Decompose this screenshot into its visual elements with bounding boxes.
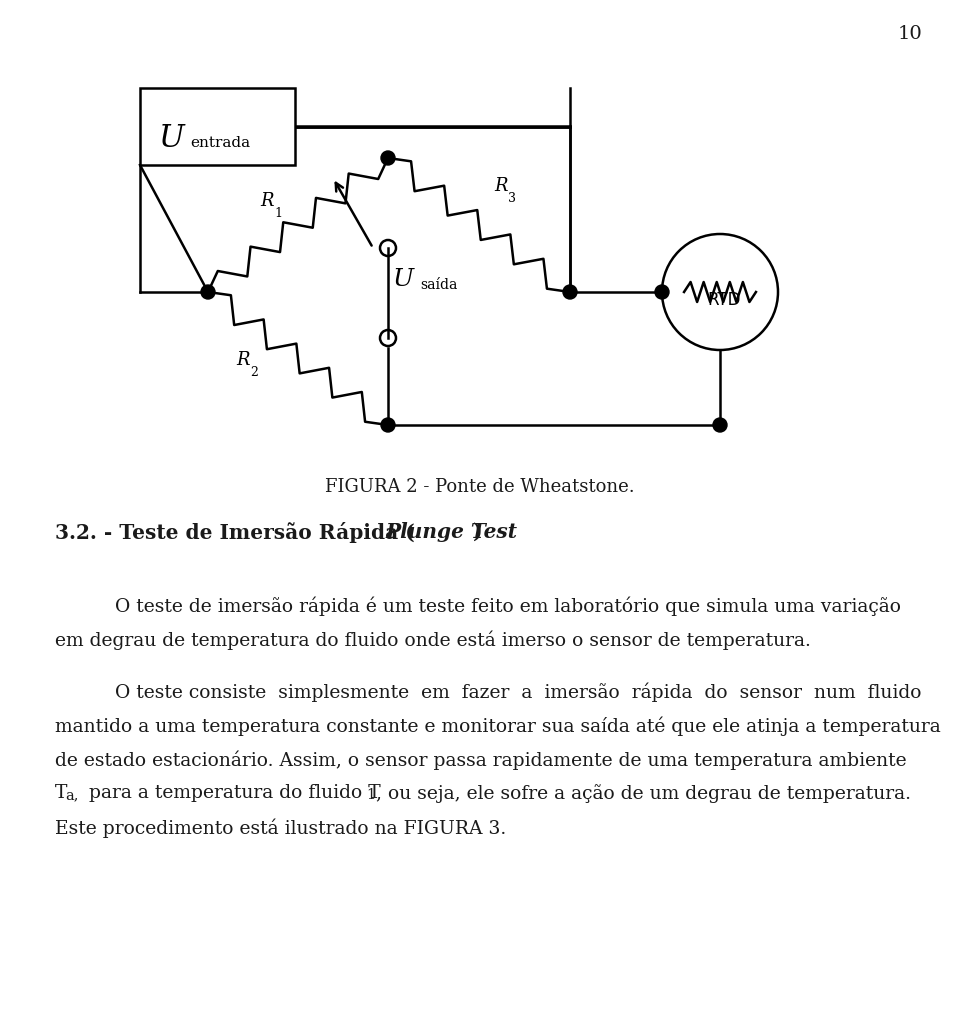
- Circle shape: [563, 285, 577, 299]
- Circle shape: [381, 418, 395, 432]
- Text: 3: 3: [508, 192, 516, 205]
- Text: U: U: [158, 123, 183, 154]
- Circle shape: [381, 151, 395, 165]
- Text: FIGURA 2 - Ponte de Wheatstone.: FIGURA 2 - Ponte de Wheatstone.: [325, 478, 635, 496]
- Circle shape: [713, 418, 727, 432]
- Text: 2: 2: [250, 366, 258, 379]
- Text: , ou seja, ele sofre a ação de um degrau de temperatura.: , ou seja, ele sofre a ação de um degrau…: [376, 784, 911, 803]
- Text: para a temperatura do fluido T: para a temperatura do fluido T: [83, 784, 380, 802]
- Text: a,: a,: [65, 788, 79, 802]
- Text: RTD: RTD: [708, 291, 741, 309]
- Text: U: U: [393, 268, 414, 291]
- Text: 3.2. - Teste de Imersão Rápida (: 3.2. - Teste de Imersão Rápida (: [55, 522, 415, 543]
- Text: em degrau de temperatura do fluido onde está imerso o sensor de temperatura.: em degrau de temperatura do fluido onde …: [55, 630, 811, 649]
- Text: R: R: [260, 192, 274, 210]
- Text: de estado estacionário. Assim, o sensor passa rapidamente de uma temperatura amb: de estado estacionário. Assim, o sensor …: [55, 750, 906, 770]
- Text: O teste de imersão rápida é um teste feito em laboratório que simula uma variaçã: O teste de imersão rápida é um teste fei…: [115, 596, 901, 616]
- Text: Este procedimento está ilustrado na FIGURA 3.: Este procedimento está ilustrado na FIGU…: [55, 819, 506, 838]
- Text: mantido a uma temperatura constante e monitorar sua saída até que ele atinja a t: mantido a uma temperatura constante e mo…: [55, 716, 941, 735]
- Text: Plunge Test: Plunge Test: [385, 522, 517, 542]
- Text: R: R: [236, 350, 250, 369]
- Text: saída: saída: [420, 278, 457, 292]
- Text: 1: 1: [274, 207, 282, 220]
- Circle shape: [655, 285, 669, 299]
- Text: O teste consiste  simplesmente  em  fazer  a  imersão  rápida  do  sensor  num  : O teste consiste simplesmente em fazer a…: [115, 682, 922, 701]
- Text: T: T: [55, 784, 67, 802]
- Text: ): ): [473, 522, 483, 542]
- Text: 1: 1: [366, 788, 375, 802]
- Circle shape: [201, 285, 215, 299]
- Text: entrada: entrada: [190, 136, 251, 150]
- Text: R: R: [494, 177, 508, 194]
- Text: 10: 10: [898, 25, 923, 43]
- Bar: [140, 88, 295, 165]
